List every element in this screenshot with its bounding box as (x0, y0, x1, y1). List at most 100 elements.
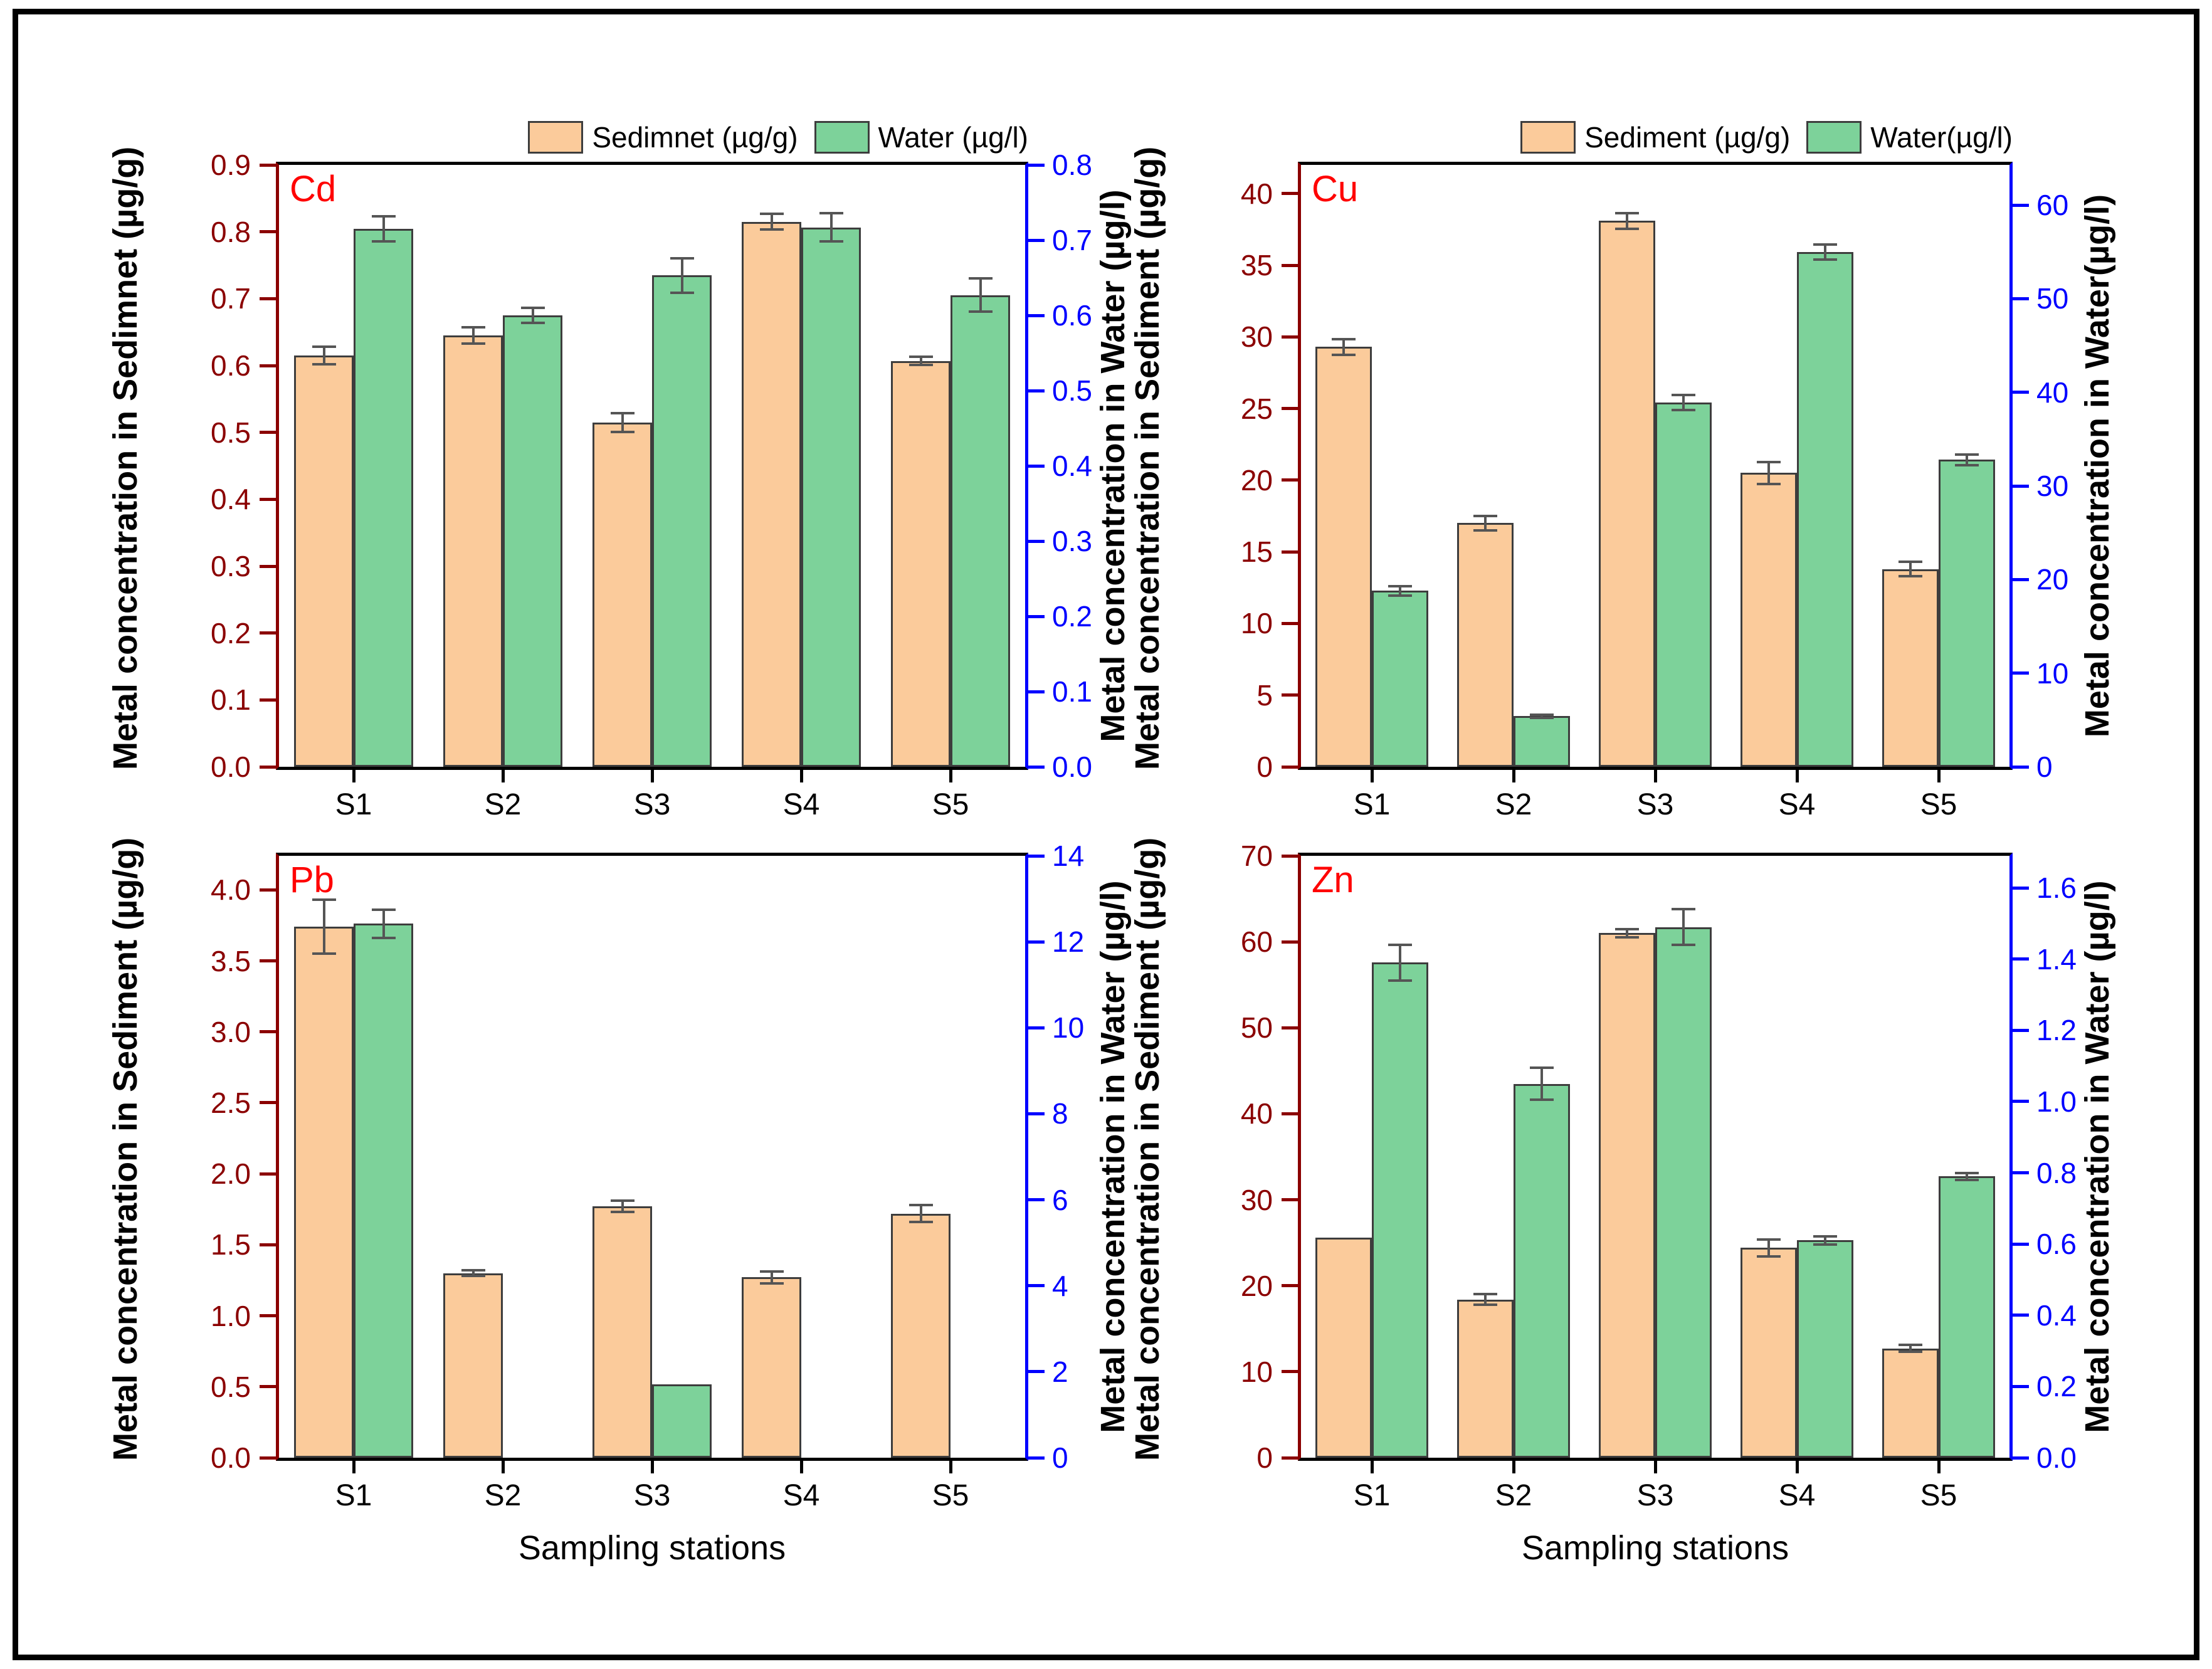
x-axis-tick (799, 1461, 803, 1473)
right-axis-tick (1028, 389, 1045, 392)
error-bar-line (322, 900, 325, 954)
error-bar-cap-top (1672, 394, 1695, 397)
right-axis-tick (1028, 313, 1045, 317)
right-tick-label: 0.8 (1052, 149, 1092, 181)
bar-sediment-s1 (294, 927, 354, 1458)
right-tick-label: 4 (1052, 1269, 1068, 1302)
error-bar-cap-top (759, 212, 784, 215)
bar-sediment-s4 (1741, 473, 1797, 767)
error-bar-cap-bottom (1388, 979, 1412, 982)
right-tick-label: 0.2 (2036, 1370, 2077, 1403)
error-bar-line (1399, 945, 1401, 981)
error-bar-cap-top (520, 307, 545, 309)
right-axis-tick (2013, 1456, 2029, 1460)
error-bar-cap-top (1813, 243, 1837, 246)
x-axis-tick (352, 1461, 356, 1473)
error-bar-cap-bottom (1615, 935, 1639, 939)
left-tick-label: 1.0 (211, 1299, 251, 1332)
x-tick-label: S5 (932, 788, 969, 821)
right-axis-tick (1028, 940, 1045, 944)
x-axis-tick (650, 1461, 654, 1473)
bar-water-s4 (1797, 251, 1853, 767)
error-bar-cap-bottom (759, 1282, 784, 1285)
left-axis-tick (260, 1243, 276, 1246)
error-bar-cap-bottom (759, 228, 784, 231)
panel-cu: Cu Metal concentration in Sediment (µg/g… (1041, 36, 2212, 834)
left-axis-tick (1282, 854, 1298, 858)
right-axis-tick (1028, 1112, 1045, 1115)
error-bar-cap-bottom (1757, 1255, 1781, 1258)
error-bar-line (1540, 1067, 1543, 1100)
left-tick-label: 70 (1240, 840, 1273, 872)
x-tick-label: S2 (484, 1479, 522, 1512)
left-tick-label: 50 (1240, 1011, 1273, 1045)
error-bar-cap-top (908, 355, 933, 359)
left-axis-tick (260, 364, 276, 367)
left-axis-tick (260, 631, 276, 635)
left-axis-tick (260, 1314, 276, 1318)
right-axis-tick (2013, 1171, 2029, 1175)
bar-water-s1 (354, 229, 413, 767)
error-bar-cap-bottom (312, 362, 336, 366)
error-bar-cap-bottom (819, 240, 843, 243)
right-tick-label: 60 (2036, 189, 2069, 222)
error-bar-line (1824, 244, 1826, 260)
x-tick-label: S3 (1636, 1479, 1674, 1512)
right-axis-tick (2013, 957, 2029, 961)
panel-pb: Pb Metal concentration in Sediment (µg/g… (19, 834, 1132, 1669)
error-bar-line (621, 1201, 624, 1213)
legend-swatch-water (814, 121, 870, 154)
left-tick-label: 25 (1240, 392, 1273, 425)
right-tick-label: 20 (2036, 563, 2069, 596)
bar-sediment-s4 (742, 221, 801, 767)
right-axis-tick (1028, 614, 1045, 618)
right-tick-label: 0.8 (2036, 1156, 2077, 1189)
legend-swatch-water (1806, 121, 1862, 154)
legend-item-sediment: Sedimnet (µg/g) (528, 120, 798, 154)
left-tick-label: 10 (1240, 1355, 1273, 1388)
right-tick-label: 10 (2036, 656, 2069, 690)
error-bar-cap-top (1672, 908, 1695, 911)
error-bar-cap-bottom (670, 292, 694, 294)
left-tick-label: 30 (1240, 320, 1273, 354)
legend-swatch-sediment (1520, 121, 1576, 154)
bar-sediment-s3 (1599, 221, 1655, 767)
left-tick-label: 0.6 (211, 349, 251, 382)
x-tick-label: S1 (335, 788, 372, 821)
error-bar-cap-bottom (461, 1275, 485, 1278)
left-tick-label: 20 (1240, 463, 1273, 497)
error-bar-cap-top (371, 908, 396, 911)
x-axis-tick (501, 1461, 505, 1473)
error-bar-cap-bottom (1899, 575, 1922, 577)
legend-label-sediment: Sedimnet (µg/g) (592, 121, 798, 154)
error-bar-line (1824, 1236, 1826, 1245)
left-axis-tick (260, 1172, 276, 1176)
right-axis-tick (2013, 484, 2029, 488)
x-axis-tick (1795, 770, 1799, 782)
left-tick-label: 3.0 (211, 1015, 251, 1048)
error-bar-cap-bottom (1757, 482, 1781, 485)
bar-water-s3 (652, 275, 712, 767)
right-axis-tick (1028, 1198, 1045, 1202)
right-tick-label: 2 (1052, 1355, 1068, 1388)
left-axis-tick (260, 888, 276, 892)
legend-swatch-sediment (528, 121, 584, 154)
error-bar-cap-bottom (610, 430, 635, 433)
error-bar-cap-top (1757, 1238, 1781, 1241)
right-tick-label: 0 (1052, 1441, 1068, 1474)
right-tick-label: 0.6 (1052, 299, 1092, 332)
right-tick-label: 0.4 (1052, 450, 1092, 482)
right-axis-tick (2013, 765, 2029, 769)
x-axis-tick (1512, 770, 1515, 782)
error-bar-line (680, 258, 683, 293)
right-tick-label: 10 (1052, 1011, 1085, 1045)
x-tick-label: S3 (633, 788, 671, 821)
left-axis-tick (1282, 263, 1298, 267)
right-axis-tick (1028, 1026, 1045, 1029)
legend-item-water: Water (µg/l) (814, 120, 1028, 154)
error-bar-cap-bottom (520, 322, 545, 324)
error-bar-line (1909, 562, 1912, 576)
right-axis-tick (2013, 1314, 2029, 1317)
left-axis-tick (1282, 1112, 1298, 1115)
x-axis-tick (799, 770, 803, 782)
